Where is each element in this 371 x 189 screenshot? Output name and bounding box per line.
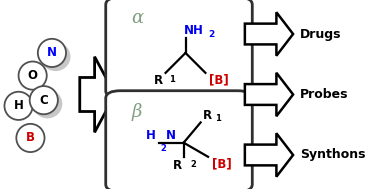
Ellipse shape — [16, 124, 45, 152]
Text: R: R — [154, 74, 162, 87]
Text: [B]: [B] — [212, 158, 232, 171]
Ellipse shape — [41, 42, 70, 71]
Text: N: N — [47, 46, 57, 59]
Ellipse shape — [30, 86, 58, 114]
Text: B: B — [26, 132, 35, 144]
Text: H: H — [145, 129, 155, 142]
Ellipse shape — [4, 92, 33, 120]
Text: Drugs: Drugs — [300, 28, 341, 40]
Text: α: α — [132, 9, 144, 27]
Polygon shape — [245, 73, 293, 116]
Text: β: β — [132, 103, 142, 121]
Polygon shape — [80, 57, 115, 132]
Ellipse shape — [33, 89, 62, 118]
Text: 1: 1 — [169, 75, 175, 84]
Polygon shape — [245, 12, 293, 56]
Text: 2: 2 — [160, 144, 166, 153]
Text: O: O — [28, 69, 37, 82]
Ellipse shape — [19, 61, 47, 90]
Text: R: R — [173, 159, 182, 172]
Text: Probes: Probes — [300, 88, 348, 101]
Text: 2: 2 — [190, 160, 196, 169]
Text: C: C — [39, 94, 48, 107]
Text: 2: 2 — [208, 30, 214, 39]
FancyBboxPatch shape — [106, 0, 252, 98]
Text: 1: 1 — [216, 114, 221, 123]
Text: R: R — [203, 108, 211, 122]
Text: [B]: [B] — [209, 74, 229, 87]
FancyBboxPatch shape — [106, 91, 252, 189]
Text: Synthons: Synthons — [300, 149, 365, 161]
Polygon shape — [245, 133, 293, 177]
Ellipse shape — [38, 39, 66, 67]
Text: H: H — [14, 99, 23, 112]
Text: NH: NH — [184, 24, 204, 37]
Text: N: N — [165, 129, 175, 142]
